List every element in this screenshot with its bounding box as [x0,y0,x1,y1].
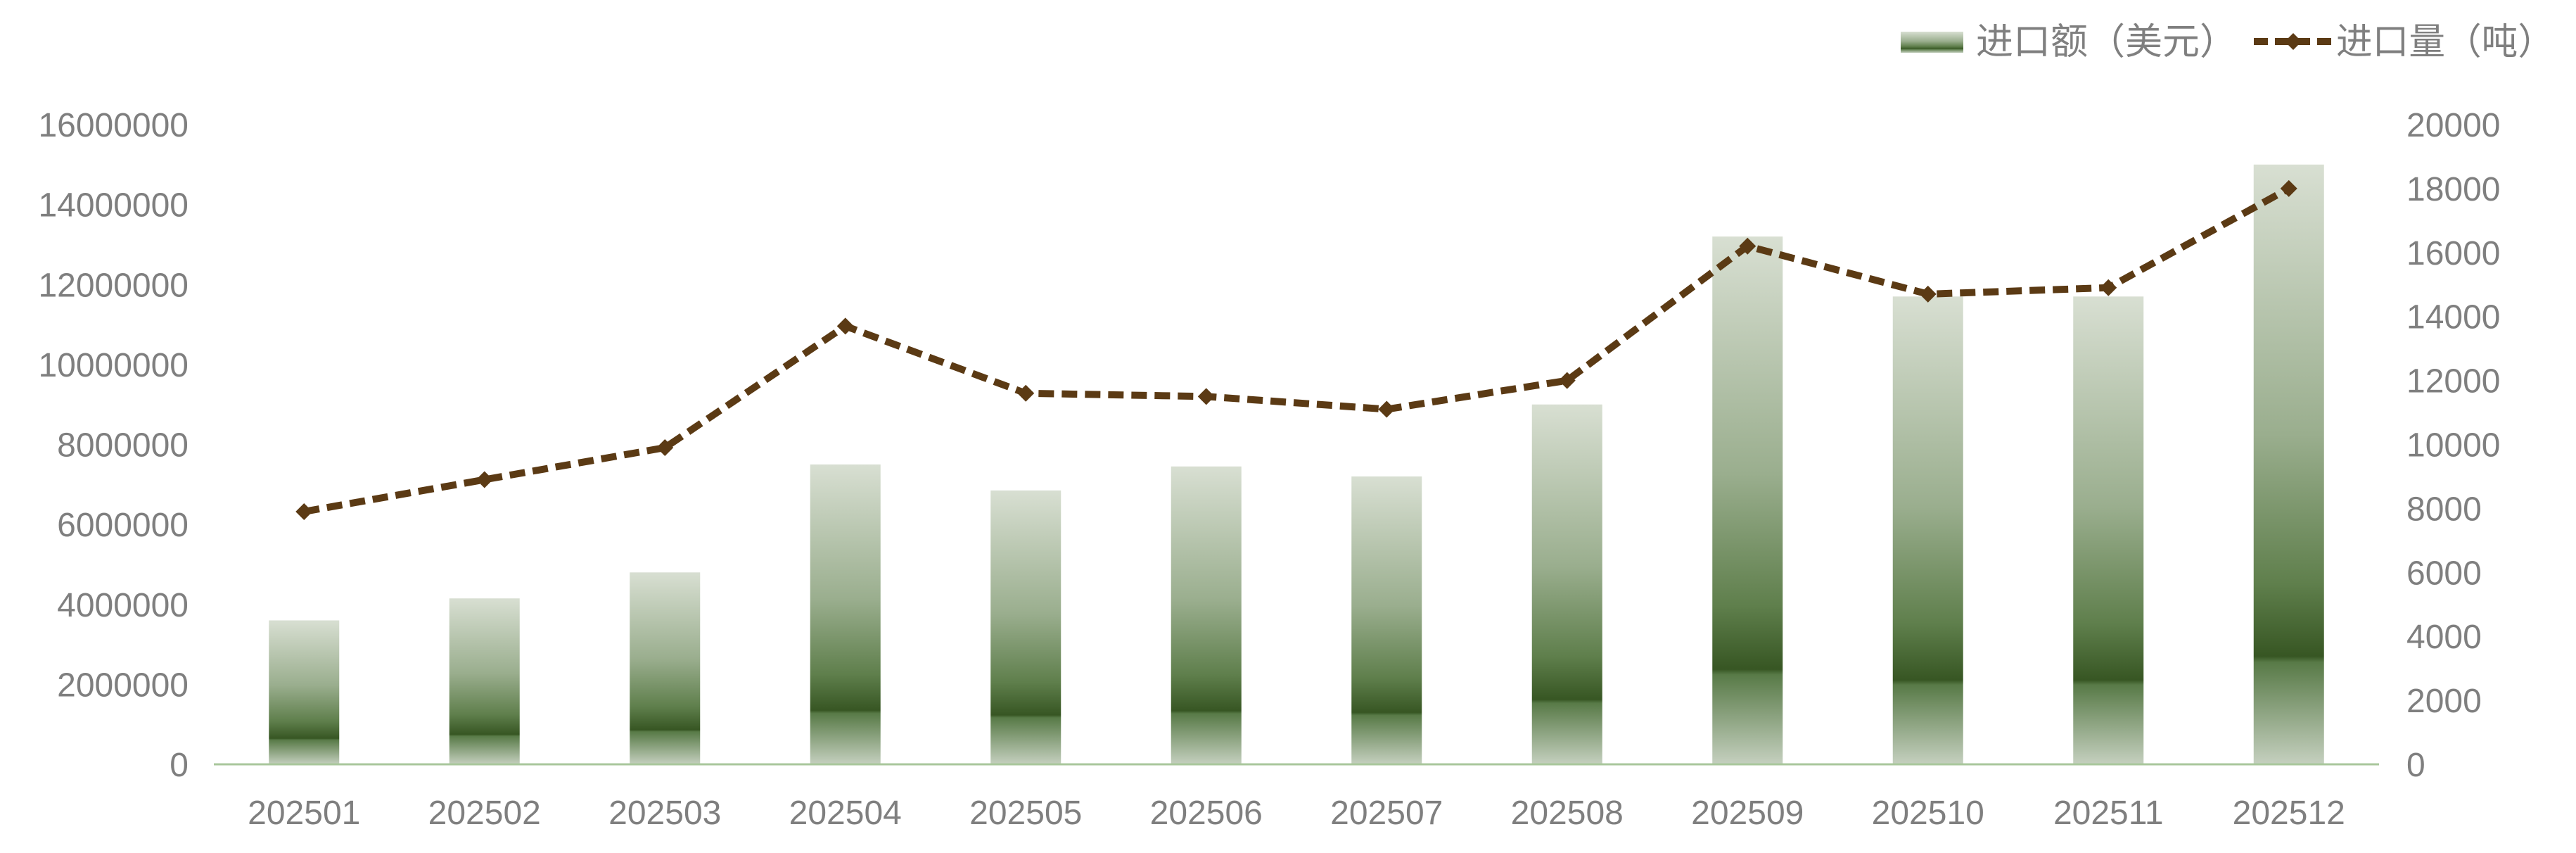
y2-tick-label: 18000 [2406,171,2500,208]
y-tick-label: 16000000 [38,107,189,144]
line-point-diamond [476,471,493,488]
line-point-diamond [1739,237,1756,255]
bar [630,572,701,764]
line-point-diamond [2280,179,2297,197]
y-tick-label: 4000000 [57,587,189,624]
y-tick-label: 12000000 [38,267,189,304]
bar [2253,164,2324,764]
bar [449,598,520,764]
bar [2073,296,2144,764]
y2-tick-label: 8000 [2406,491,2482,528]
y2-tick-label: 0 [2406,747,2425,784]
legend-swatch-bar [1901,32,1963,53]
y2-tick-label: 4000 [2406,619,2482,656]
x-axis-labels: 202501 202502 202503 202504 202505 202506 2025… [248,795,2345,832]
y-tick-label: 10000000 [38,347,189,384]
x-tick-label: 202508 [1511,795,1624,832]
bar-series-import-value [269,164,2324,764]
left-y-axis-labels: 0 2000000 4000000 6000000 8000000 10000000 120… [38,107,189,784]
legend-item-import-value: 进口额（美元） [1901,21,2237,63]
bar [1712,236,1783,764]
y2-tick-label: 16000 [2406,235,2500,272]
x-tick-label: 202506 [1150,795,1263,832]
line-point-diamond [295,503,313,520]
bar [1351,476,1422,764]
y-tick-label: 14000000 [38,187,189,225]
line-point-diamond [1378,400,1396,418]
y2-tick-label: 6000 [2406,555,2482,592]
line-series-import-volume [295,179,2297,520]
y-tick-label: 8000000 [57,427,189,465]
line-point-diamond [2100,279,2117,296]
y-tick-label: 0 [170,747,189,784]
line-point-diamond [656,439,674,457]
bar [810,464,881,764]
bar [269,620,340,764]
x-tick-label: 202505 [969,795,1082,832]
x-tick-label: 202504 [789,795,902,832]
legend: 进口额（美元） 进口量（吨） [1901,21,2554,63]
series-line [303,185,2291,515]
x-tick-label: 202501 [248,795,360,832]
y-tick-label: 6000000 [57,507,189,544]
bar [1892,296,1963,764]
legend-label-import-volume: 进口量（吨） [2336,21,2554,63]
line-point-diamond [1558,372,1576,389]
legend-label-import-value: 进口额（美元） [1976,21,2237,63]
x-tick-label: 202510 [1872,795,1984,832]
y2-tick-label: 14000 [2406,299,2500,336]
bar [1531,404,1602,764]
y2-tick-label: 10000 [2406,427,2500,465]
bar [1171,466,1242,764]
legend-item-import-volume: 进口量（吨） [2254,21,2554,63]
x-tick-label: 202511 [2053,795,2164,832]
y-tick-label: 2000000 [57,666,189,704]
legend-marker-diamond-icon [2285,33,2302,50]
line-point-diamond [836,317,854,335]
right-y-axis-labels: 0 2000 4000 6000 8000 10000 12000 14000 16000 180… [2406,107,2500,784]
line-point-diamond [1919,285,1937,303]
line-point-diamond [1197,388,1215,405]
x-tick-label: 202503 [608,795,721,832]
x-tick-label: 202507 [1330,795,1443,832]
x-tick-label: 202509 [1691,795,1804,832]
y2-tick-label: 20000 [2406,107,2500,144]
bar [990,490,1061,764]
y2-tick-label: 12000 [2406,363,2500,400]
x-tick-label: 202512 [2233,795,2345,832]
y2-tick-label: 2000 [2406,683,2482,720]
x-tick-label: 202502 [428,795,541,832]
line-point-diamond [1017,384,1035,402]
